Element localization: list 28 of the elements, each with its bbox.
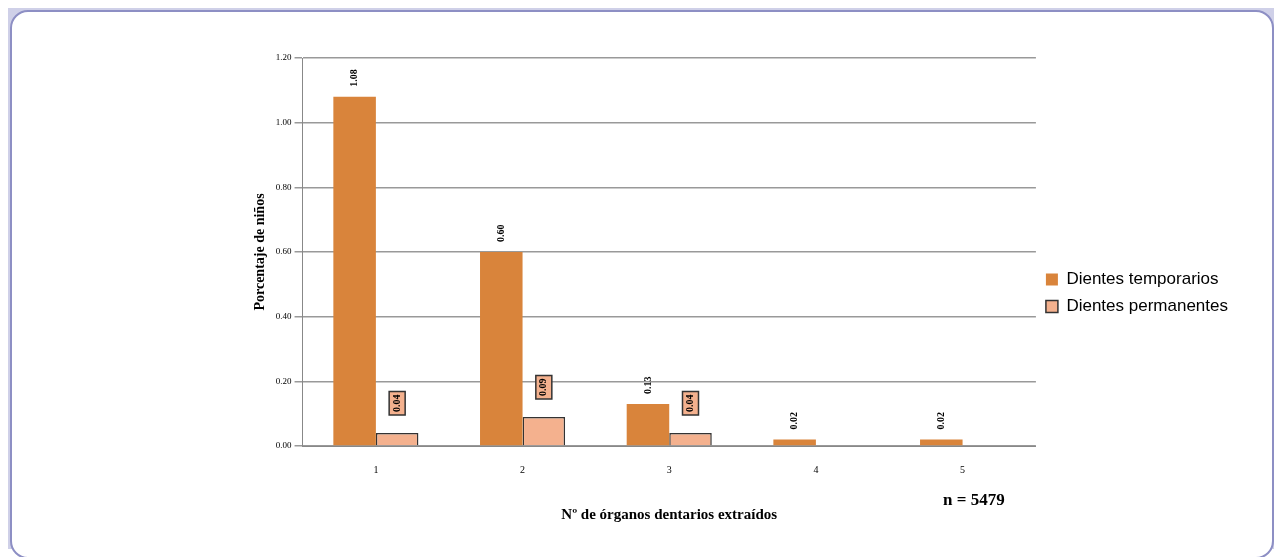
y-tick-label: 0.20 bbox=[275, 375, 293, 386]
bar bbox=[333, 96, 376, 446]
x-tick-label: 4 bbox=[813, 463, 819, 475]
bar bbox=[480, 252, 523, 446]
bar bbox=[626, 403, 670, 446]
data-label: 1.08 bbox=[348, 69, 360, 87]
y-tick-label: 0.80 bbox=[275, 181, 293, 192]
y-tick-label: 0.40 bbox=[275, 311, 293, 322]
text: n = 5479 bbox=[943, 490, 1005, 510]
data-label: 0.13 bbox=[641, 376, 653, 394]
y-axis-title: Porcentaje de niños bbox=[252, 192, 268, 311]
legend-label: Dientes temporarios bbox=[1066, 269, 1219, 289]
y-tick-label: 0.00 bbox=[275, 440, 293, 451]
data-label: 0.02 bbox=[934, 412, 946, 430]
y-tick-label: 1.00 bbox=[275, 117, 293, 128]
data-label: 0.09 bbox=[537, 378, 549, 396]
y-tick-label: 0.60 bbox=[275, 246, 293, 257]
legend-label: Dientes permanentes bbox=[1066, 296, 1228, 316]
data-label: 0.04 bbox=[390, 394, 402, 413]
x-tick-label: 5 bbox=[960, 463, 966, 475]
x-axis-title: Nº de órganos dentarios extraídos bbox=[561, 505, 778, 522]
x-tick-label: 2 bbox=[520, 463, 526, 475]
x-tick-label: 3 bbox=[666, 463, 672, 475]
data-label: 0.04 bbox=[684, 394, 696, 413]
x-tick-label: 1 bbox=[373, 463, 379, 475]
data-label: 0.60 bbox=[494, 224, 506, 242]
data-label: 0.02 bbox=[788, 412, 800, 430]
y-tick-label: 1.20 bbox=[275, 52, 293, 63]
